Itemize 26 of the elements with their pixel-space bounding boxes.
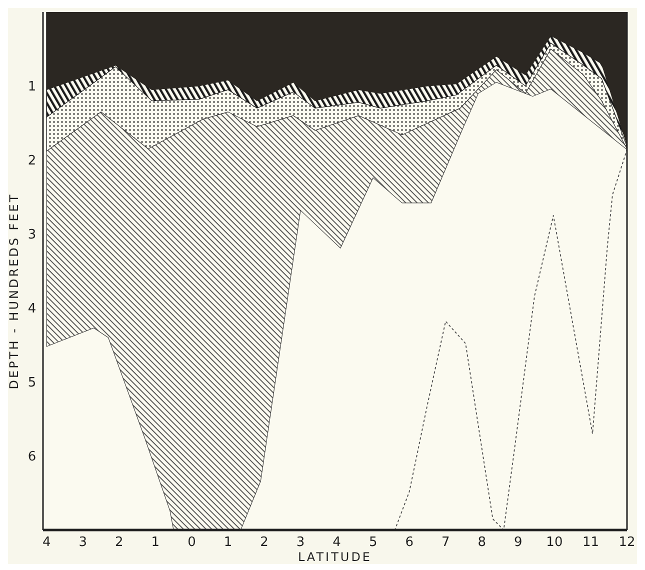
x-tick-label: 1 xyxy=(151,535,160,550)
x-tick-label: 6 xyxy=(405,535,414,550)
y-axis-title: DEPTH - HUNDREDS FEET xyxy=(7,192,21,390)
x-tick-label: 3 xyxy=(296,535,305,550)
x-tick-label: 8 xyxy=(478,535,486,550)
x-axis-title: LATITUDE xyxy=(298,550,372,564)
y-tick-label: 3 xyxy=(28,228,36,243)
y-tick-label: 4 xyxy=(28,302,36,317)
y-tick-label: 1 xyxy=(28,80,36,95)
y-tick-label: 6 xyxy=(28,450,36,465)
x-tick-label: 12 xyxy=(618,535,636,550)
x-tick-label: 4 xyxy=(42,535,51,550)
x-tick-label: 4 xyxy=(332,535,341,550)
x-tick-label: 2 xyxy=(115,535,124,550)
x-tick-label: 2 xyxy=(260,535,268,550)
line-series xyxy=(394,149,627,530)
x-tick-label: 0 xyxy=(188,535,196,550)
x-tick-label: 3 xyxy=(78,535,88,550)
x-tick-label: 11 xyxy=(582,535,599,550)
y-tick-label: 5 xyxy=(28,376,36,391)
x-tick-label: 7 xyxy=(441,535,450,550)
x-tick-label: 10 xyxy=(546,535,563,550)
x-tick-label: 9 xyxy=(514,535,522,550)
x-tick-label: 5 xyxy=(368,535,378,550)
y-tick-label: 2 xyxy=(28,154,36,169)
x-tick-label: 1 xyxy=(224,535,232,550)
